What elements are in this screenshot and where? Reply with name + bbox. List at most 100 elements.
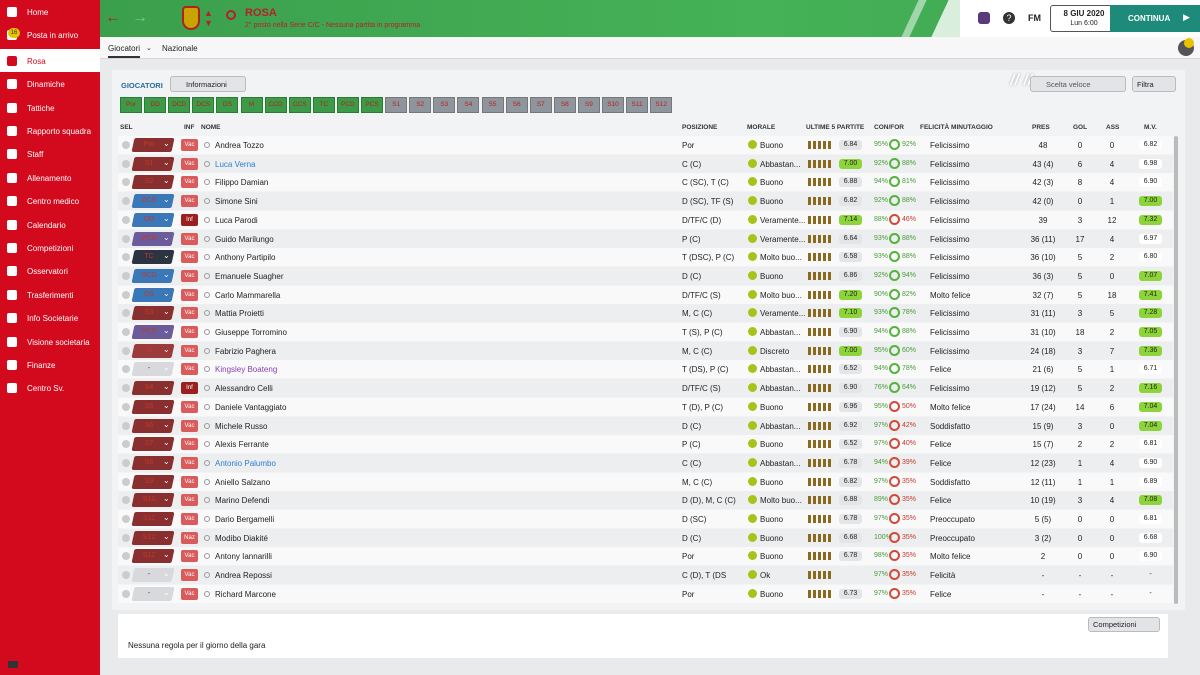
role-label[interactable]: S5 xyxy=(144,402,154,410)
role-label[interactable]: S7 xyxy=(144,440,154,448)
sidebar-icon[interactable] xyxy=(7,172,17,183)
position-button[interactable]: S8 xyxy=(553,97,576,113)
role-label[interactable]: - xyxy=(147,589,151,597)
select-dot[interactable] xyxy=(122,440,130,449)
position-button[interactable]: DCD xyxy=(168,97,191,113)
row[interactable] xyxy=(118,192,1173,211)
back-button[interactable]: ← xyxy=(105,9,121,26)
select-dot[interactable] xyxy=(122,421,130,430)
sidebar-icon[interactable] xyxy=(7,79,17,90)
row[interactable] xyxy=(118,510,1173,528)
position-button[interactable]: S2 xyxy=(409,97,432,113)
select-dot[interactable] xyxy=(122,365,130,374)
role-label[interactable]: PCS xyxy=(141,328,157,335)
sidebar-item[interactable]: Info Societarie xyxy=(27,314,79,324)
dropdown-arrows[interactable]: ▲ ▼ xyxy=(204,8,213,28)
role-label[interactable]: - xyxy=(147,571,151,579)
sidebar-icon[interactable] xyxy=(7,289,17,300)
player-name[interactable]: Aniello Salzano xyxy=(215,477,271,487)
fm-logo[interactable]: FM xyxy=(1028,13,1041,23)
position-button[interactable]: PCD xyxy=(336,97,359,113)
position-button[interactable]: S1 xyxy=(385,97,408,113)
select-dot[interactable] xyxy=(122,215,130,224)
position-button[interactable]: S4 xyxy=(457,97,480,113)
select-dot[interactable] xyxy=(122,496,130,505)
position-button[interactable]: M xyxy=(240,97,263,113)
role-label[interactable]: S12 xyxy=(142,533,156,541)
role-label[interactable]: S12 xyxy=(142,552,156,560)
player-name[interactable]: Daniele Vantaggiato xyxy=(215,402,287,412)
player-name[interactable]: Filippo Damian xyxy=(215,178,269,188)
row[interactable] xyxy=(118,304,1173,323)
select-dot[interactable] xyxy=(122,253,130,262)
player-name[interactable]: Giuseppe Torromino xyxy=(215,328,287,337)
role-label[interactable]: DS xyxy=(144,290,154,298)
role-label[interactable]: DCS xyxy=(141,197,157,205)
row[interactable] xyxy=(118,266,1173,285)
row[interactable] xyxy=(118,416,1173,435)
column-header[interactable]: CON/FOR xyxy=(874,124,904,131)
select-dot[interactable] xyxy=(122,328,130,336)
select-dot[interactable] xyxy=(122,515,130,523)
position-button[interactable]: Por xyxy=(120,97,142,113)
sidebar-item[interactable]: Visione societaria xyxy=(27,337,90,347)
filter-dropdown[interactable] xyxy=(1132,76,1176,92)
row[interactable] xyxy=(118,472,1173,491)
column-header[interactable]: MORALE xyxy=(747,124,776,131)
row[interactable] xyxy=(118,210,1173,229)
position-button[interactable]: S11 xyxy=(626,97,649,113)
role-label[interactable]: S8 xyxy=(144,458,154,466)
select-dot[interactable] xyxy=(122,589,130,598)
sidebar-icon[interactable] xyxy=(7,360,17,370)
filter-label[interactable]: Filtra xyxy=(1137,80,1154,89)
competitions-dropdown[interactable] xyxy=(1088,617,1160,632)
player-name[interactable]: Marino Defendi xyxy=(215,496,270,506)
sidebar-icon[interactable] xyxy=(7,243,17,253)
column-header[interactable]: GOL xyxy=(1073,124,1088,131)
search-icon[interactable] xyxy=(226,10,236,20)
role-label[interactable]: S1 xyxy=(144,159,154,167)
role-label[interactable]: S9 xyxy=(144,477,154,485)
row[interactable] xyxy=(118,566,1173,585)
position-button[interactable]: S3 xyxy=(433,97,456,113)
select-dot[interactable] xyxy=(122,271,130,280)
sidebar-item[interactable]: Centro Sv. xyxy=(27,384,65,394)
player-name[interactable]: Anthony Partipilo xyxy=(215,253,276,263)
tab[interactable]: Giocatori xyxy=(108,44,141,58)
player-name[interactable]: Andrea Repossi xyxy=(215,571,272,581)
select-dot[interactable] xyxy=(122,402,130,411)
role-label[interactable]: S4 xyxy=(144,384,154,392)
select-dot[interactable] xyxy=(122,552,130,561)
player-name[interactable]: Mattia Proietti xyxy=(215,309,264,319)
role-label[interactable]: TC xyxy=(144,253,154,261)
sidebar-icon[interactable] xyxy=(7,149,17,160)
sidebar-icon[interactable] xyxy=(7,126,17,136)
role-label[interactable]: S11 xyxy=(143,515,155,522)
row[interactable] xyxy=(118,154,1173,173)
role-label[interactable]: DCD xyxy=(141,271,157,279)
column-header[interactable]: FELICITÀ MINUTAGGIO xyxy=(920,124,993,131)
sidebar-icon[interactable] xyxy=(7,55,17,66)
row[interactable] xyxy=(118,528,1173,547)
row[interactable] xyxy=(118,397,1173,416)
row[interactable] xyxy=(118,491,1173,510)
select-dot[interactable] xyxy=(122,533,130,542)
sidebar-icon[interactable] xyxy=(7,266,17,277)
tab[interactable]: Nazionale xyxy=(162,44,198,53)
player-name[interactable]: Alexis Ferrante xyxy=(215,440,269,450)
quick-label[interactable]: Scelta veloce xyxy=(1046,80,1091,89)
continue-label[interactable]: CONTINUA xyxy=(1128,14,1171,23)
help-icon[interactable]: ? xyxy=(1003,12,1015,24)
sidebar-icon[interactable] xyxy=(7,7,17,17)
position-button[interactable]: S5 xyxy=(481,97,504,113)
sidebar-item[interactable]: Rapporto squadra xyxy=(27,127,92,136)
club-icon[interactable] xyxy=(978,12,990,24)
position-button[interactable]: S12 xyxy=(650,97,673,113)
role-label[interactable]: S2 xyxy=(144,178,154,186)
player-name[interactable]: Carlo Mammarella xyxy=(215,290,281,300)
position-button[interactable]: DD xyxy=(144,97,167,113)
select-dot[interactable] xyxy=(122,290,130,299)
row[interactable] xyxy=(118,360,1173,379)
row[interactable] xyxy=(118,341,1173,360)
position-button[interactable]: DS xyxy=(216,97,239,113)
